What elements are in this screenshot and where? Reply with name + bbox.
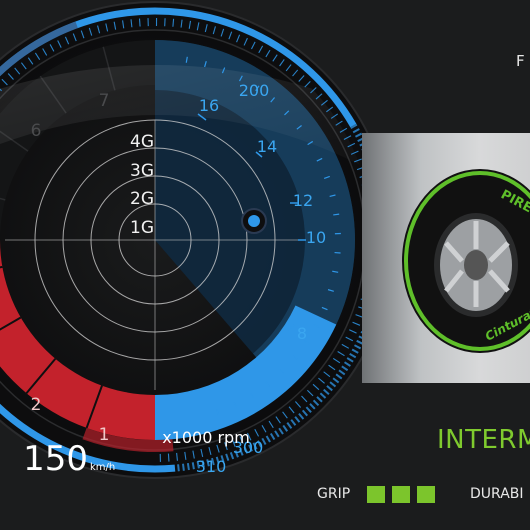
tyre-stripe (404, 171, 530, 351)
gear-label-2: 2 (31, 395, 42, 415)
speed-red-zone (82, 427, 174, 452)
speed-arc-faded (0, 21, 78, 77)
speed-arc-upper (0, 7, 357, 128)
g-label-2g: 2G (130, 189, 154, 209)
rpm-tick-label-16: 16 (199, 96, 219, 115)
rpm-unit-label: x1000 rpm (162, 428, 250, 447)
rpm-tick-label-8: 8 (297, 324, 307, 343)
speed-unit: km/h (90, 462, 115, 473)
tyre-type-label: INTERM (437, 425, 530, 455)
grip-level-box (417, 486, 435, 503)
g-force-dot (248, 215, 260, 227)
gear-label-7: 7 (99, 91, 110, 111)
rpm-tick-marks (185, 56, 341, 415)
gear-label-6: 6 (31, 121, 42, 141)
rpm-level-bar (155, 305, 337, 440)
speed-readout: 150 (23, 439, 88, 479)
speed-arc-lower (0, 403, 176, 473)
speed-tick-label-300: 300 (233, 438, 264, 457)
tyre-panel: PIRELLI Cinturato (362, 133, 530, 383)
speed-tick-label-310: 310 (196, 457, 227, 476)
gear-label-1: 1 (99, 425, 110, 445)
g-label-4g: 4G (130, 132, 154, 152)
gear-red-band (0, 240, 155, 440)
rpm-tick-label-10: 10 (306, 228, 326, 247)
gauge-face (0, 29, 370, 452)
grip-level-box (392, 486, 410, 503)
dial-glare (0, 65, 370, 170)
durability-label: DURABI (470, 486, 524, 502)
rpm-tick-label-12: 12 (293, 191, 313, 210)
header-letter: F (516, 52, 525, 70)
speed-tick-label-200: 200 (239, 81, 270, 100)
rpm-tick-label-14: 14 (257, 137, 277, 156)
g-label-1g: 1G (130, 218, 154, 238)
g-label-3g: 3G (130, 161, 154, 181)
gauge-ticks (0, 18, 377, 462)
grip-level-box (367, 486, 385, 503)
grip-label: GRIP (317, 486, 351, 502)
speed-arc-right (174, 123, 388, 472)
tyre-image: PIRELLI Cinturato (402, 169, 530, 353)
gauge-labels: 4G 3G 2G 1G 16 14 12 10 8 200 300 310 7 6 2 1 x1000 rpm 1… (23, 81, 326, 479)
